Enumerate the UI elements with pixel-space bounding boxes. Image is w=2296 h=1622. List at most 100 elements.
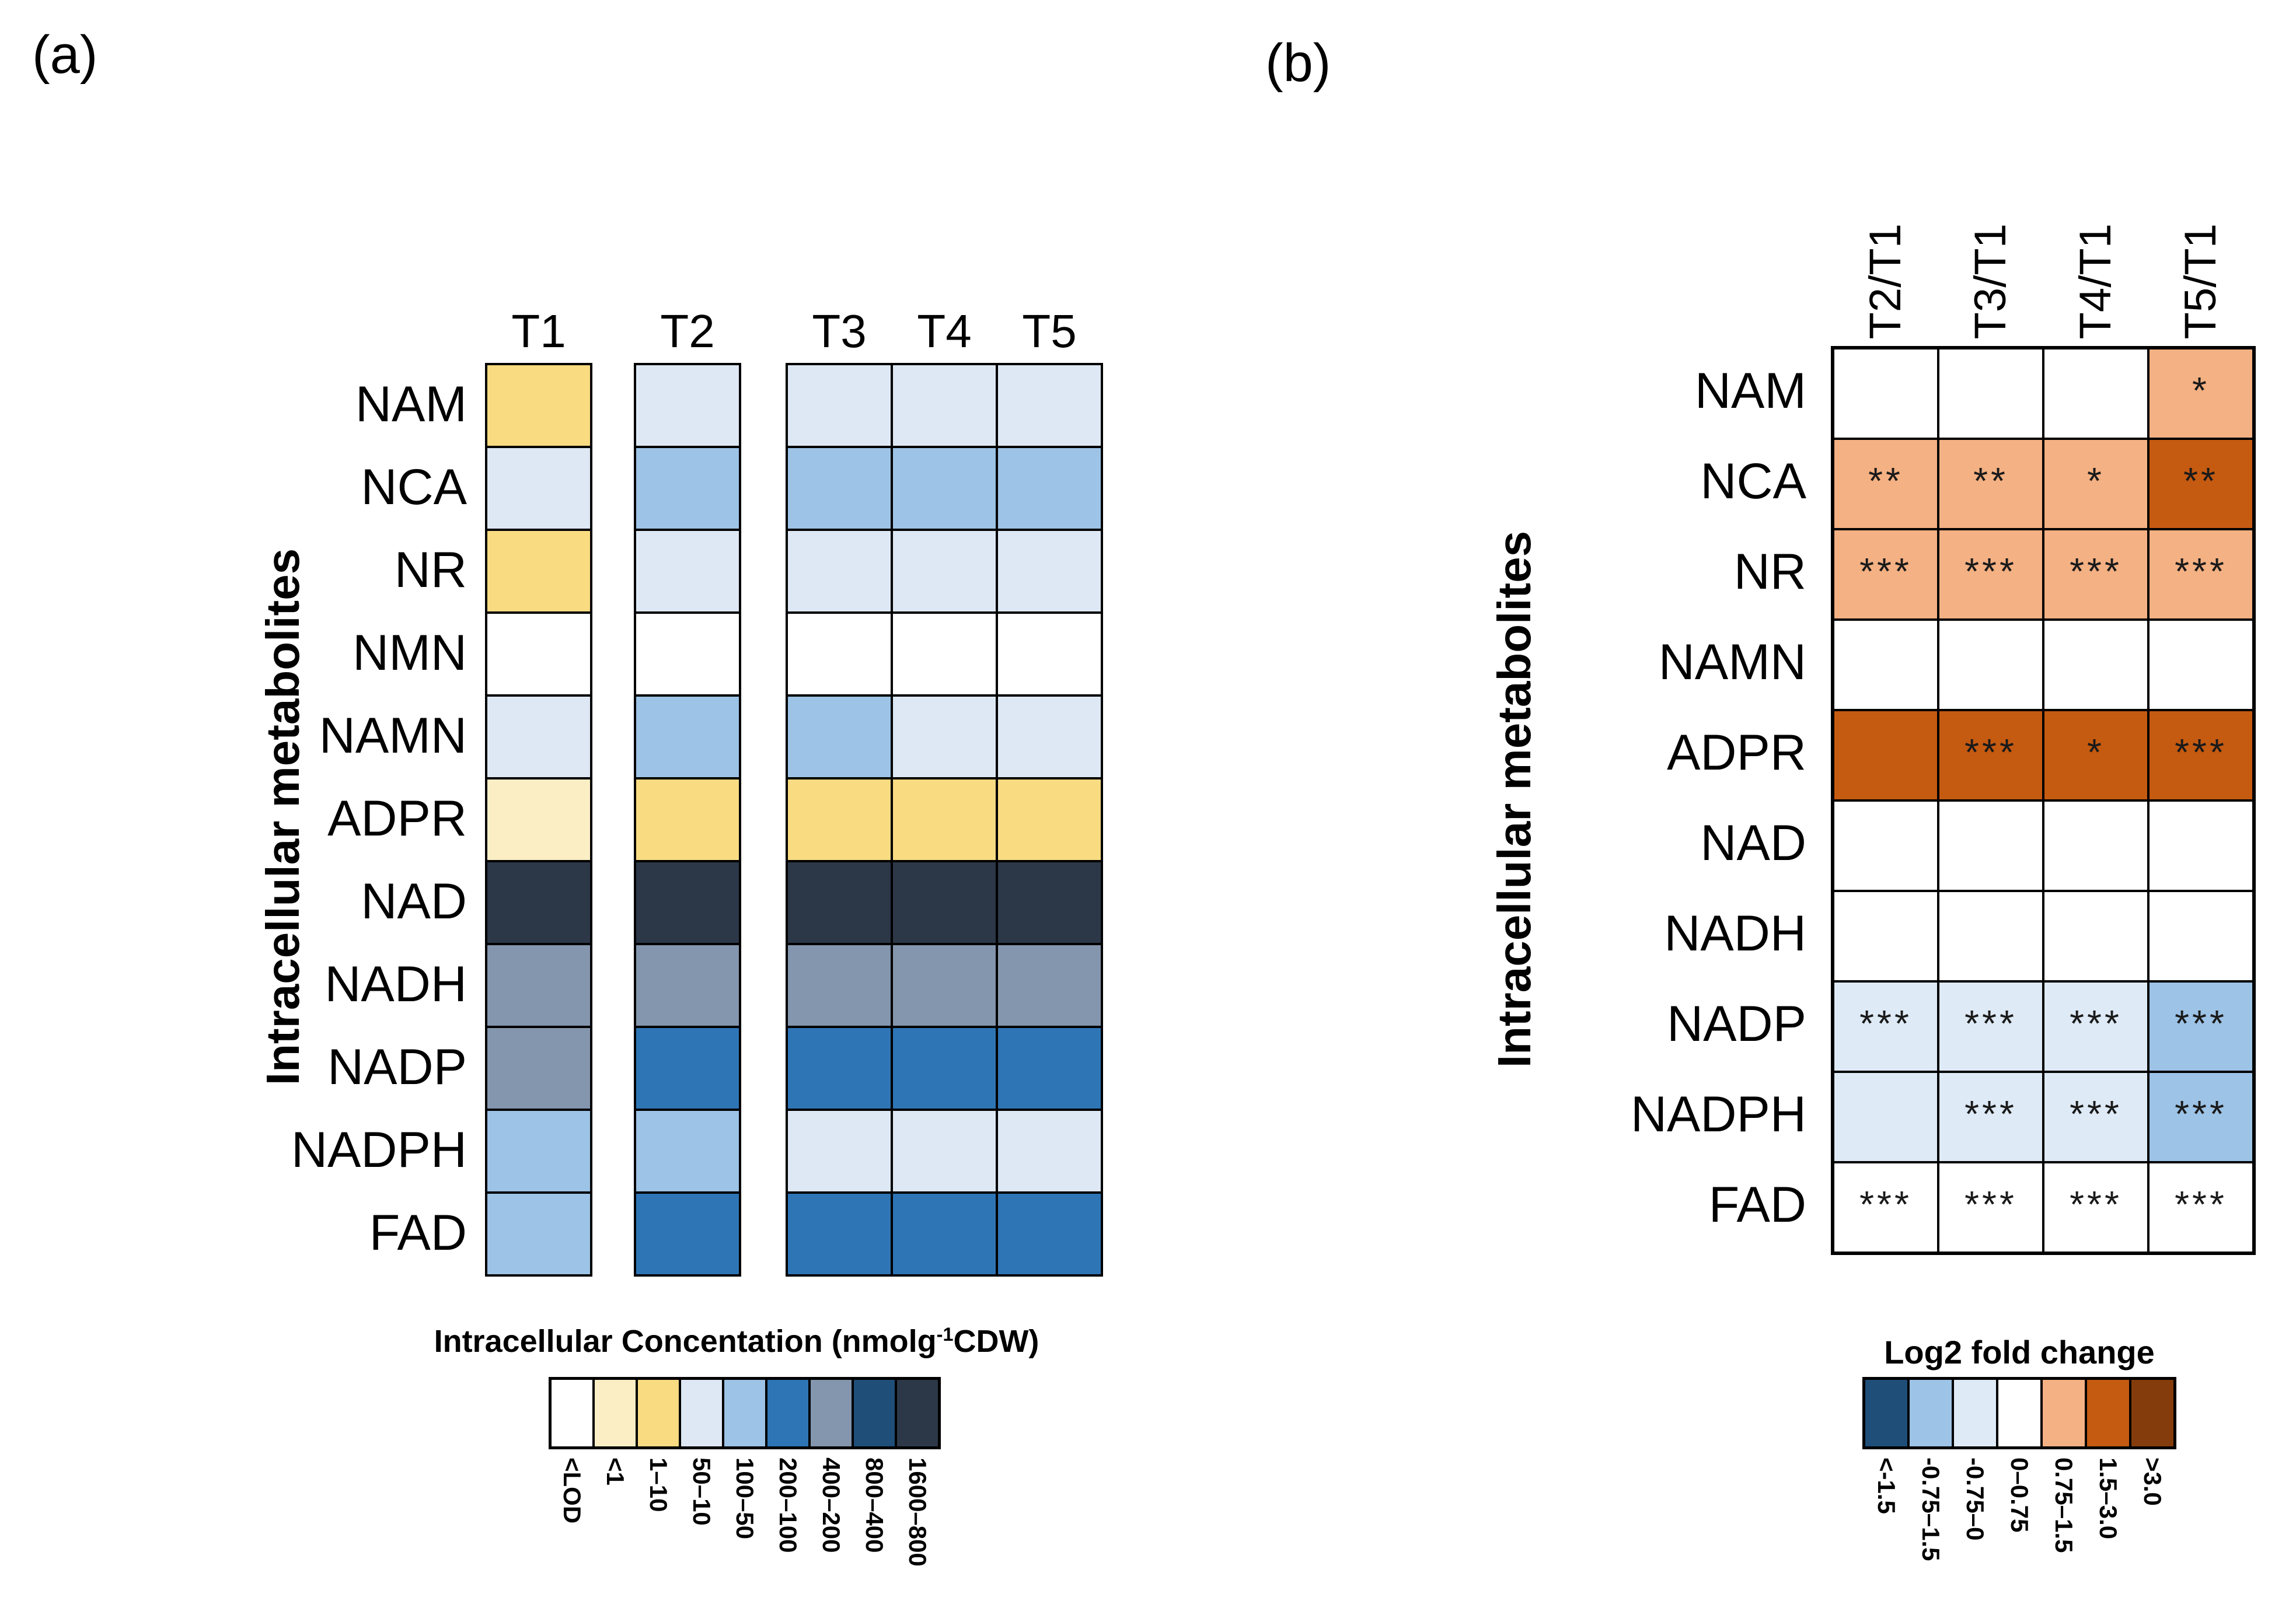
panel-a-cell-NADP-T5 [997,1027,1102,1110]
significance-marker: ** [1973,459,2008,502]
panel-a-col-header-T1: T1 [511,305,566,357]
panel-b-cell-NAD-T2-T1 [1833,800,1938,891]
panel-a-column-T3 [786,363,893,1277]
panel-a-cell-NAMN-T2 [635,695,740,778]
significance-marker: *** [2175,550,2227,592]
panel-a-cell-ADPR-T2 [635,778,740,861]
panel-a-legend-bin-label-5: 200–100 [774,1457,802,1553]
panel-a-col-header-T5: T5 [1022,305,1077,357]
panel-a-cell-NADPH-T3 [787,1110,892,1193]
panel-b-col-header-T4-T1: T4/T1 [2071,223,2120,340]
panel-a-cell-NCA-T5 [997,447,1102,530]
panel-a-row-label-NAMN: NAMN [319,708,467,764]
panel-a-legend-bin-swatch-3 [680,1379,723,1448]
panel-a-legend-bin-label-2: 1–10 [645,1457,672,1512]
panel-a-legend-bin-label-7: 800–400 [861,1457,888,1553]
panel-a-column-T4 [891,363,998,1277]
panel-b-cell-NAMN-T3-T1 [1938,620,2043,710]
panel-b-cell-NAD-T3-T1 [1938,800,2043,891]
panel-a-cell-NAM-T2 [635,364,740,447]
significance-marker: * [2192,369,2210,411]
panel-a-cell-NADPH-T5 [997,1110,1102,1193]
panel-a-cell-FAD-T2 [635,1193,740,1275]
panel-b-row-label-ADPR: ADPR [1667,725,1806,781]
panel-b-cell-NR-T4-T1: *** [2043,529,2148,620]
panel-b-row-label-FAD: FAD [1708,1177,1806,1233]
panel-b-cell-ADPR-T3-T1: *** [1938,710,2043,800]
panel-b-legend-bin-swatch-3 [1997,1379,2042,1448]
panel-a-cell-NAD-T4 [892,861,997,944]
panel-b-legend-bin-label-2: -0.75–0 [1962,1457,1989,1541]
panel-b-legend-bin-label-3: 0–0.75 [2006,1457,2033,1533]
panel-a-cell-NAD-T2 [635,861,740,944]
panel-a-cell-NADP-T1 [486,1027,591,1110]
panel-a-cell-NADH-T3 [787,944,892,1027]
panel-a-cell-NADP-T4 [892,1027,997,1110]
significance-marker: *** [2070,1183,2122,1225]
significance-marker: ** [2183,459,2218,502]
panel-b-row-label-NADPH: NADPH [1630,1086,1806,1142]
panel-a-cell-NADPH-T4 [892,1110,997,1193]
panel-a-legend-bin-swatch-0 [550,1379,594,1448]
panel-a-legend-colorbar [549,1377,941,1449]
panel-a-legend-bin-label-0: <LOD [559,1457,586,1524]
panel-a-cell-NMN-T3 [787,613,892,695]
panel-b-cell-NADPH-T3-T1: *** [1938,1072,2043,1162]
significance-marker: *** [1964,550,2017,592]
panel-b-cell-NADPH-T2-T1 [1833,1072,1938,1162]
panel-b-cell-NADH-T5-T1 [2148,891,2253,981]
significance-marker: * [2087,459,2105,502]
panel-a-legend-bin-swatch-1 [594,1379,637,1448]
panel-a-cell-NADH-T2 [635,944,740,1027]
panel-b-label: (b) [1265,33,1331,93]
panel-b-cell-NADP-T3-T1: *** [1938,981,2043,1072]
panel-a-cell-NR-T5 [997,530,1102,613]
panel-a-cell-NADH-T1 [486,944,591,1027]
panel-b-cell-NAM-T3-T1 [1938,348,2043,439]
panel-a-cell-NADH-T5 [997,944,1102,1027]
panel-a-cell-NAM-T1 [486,364,591,447]
panel-a-row-label-ADPR: ADPR [327,791,467,847]
panel-a-row-label-NR: NR [394,542,467,598]
panel-a-cell-ADPR-T3 [787,778,892,861]
panel-b-cell-NADH-T4-T1 [2043,891,2148,981]
panel-a-cell-NR-T4 [892,530,997,613]
significance-marker: ** [1868,459,1903,502]
panel-b-cell-NADH-T2-T1 [1833,891,1938,981]
panel-a-cell-ADPR-T5 [997,778,1102,861]
panel-a-cell-NMN-T4 [892,613,997,695]
panel-a-legend-bin-label-1: <1 [602,1457,629,1485]
panel-a-cell-NAM-T3 [787,364,892,447]
panel-a-row-label-FAD: FAD [369,1205,467,1261]
panel-b-row-label-NAMN: NAMN [1658,634,1806,690]
panel-b-cell-FAD-T5-T1: *** [2148,1162,2253,1253]
panel-a-cell-ADPR-T4 [892,778,997,861]
panel-a-legend-bin-label-6: 400–200 [818,1457,845,1553]
panel-b-legend-colorbar [1862,1377,2176,1449]
panel-b-cell-NADPH-T5-T1: *** [2148,1072,2253,1162]
panel-a-legend-title-superscript: -1 [936,1324,954,1345]
significance-marker: *** [2070,550,2122,592]
panel-b-cell-NCA-T4-T1: * [2043,439,2148,529]
panel-a-cell-ADPR-T1 [486,778,591,861]
panel-a-cell-NAMN-T5 [997,695,1102,778]
panel-b-cell-NADH-T3-T1 [1938,891,2043,981]
panel-a-cell-NADPH-T2 [635,1110,740,1193]
panel-a-cell-NADPH-T1 [486,1110,591,1193]
panel-a-legend-bin-swatch-8 [896,1379,939,1448]
panel-a-cell-NAM-T4 [892,364,997,447]
panel-b-col-header-T3-T1: T3/T1 [1966,223,2015,340]
panel-a-cell-NAD-T3 [787,861,892,944]
panel-b-legend-bin-label-0: <-1.5 [1873,1457,1900,1514]
panel-a-legend-title: Intracellular Concentation (nmolg-1CDW) [434,1323,1039,1359]
panel-b-row-label-NR: NR [1733,544,1806,600]
panel-a-cell-NR-T2 [635,530,740,613]
panel-b-cell-NR-T2-T1: *** [1833,529,1938,620]
panel-a-cell-NMN-T1 [486,613,591,695]
panel-b-heatmap-grid: * ** ** * ** *** *** *** *** *** * *** *** *** *** *** *… [1831,346,2256,1255]
panel-b-legend-bin-label-4: 0.75–1.5 [2050,1457,2078,1553]
panel-b-cell-NAMN-T2-T1 [1833,620,1938,710]
panel-b-cell-NAD-T4-T1 [2043,800,2148,891]
panel-a-cell-NMN-T2 [635,613,740,695]
